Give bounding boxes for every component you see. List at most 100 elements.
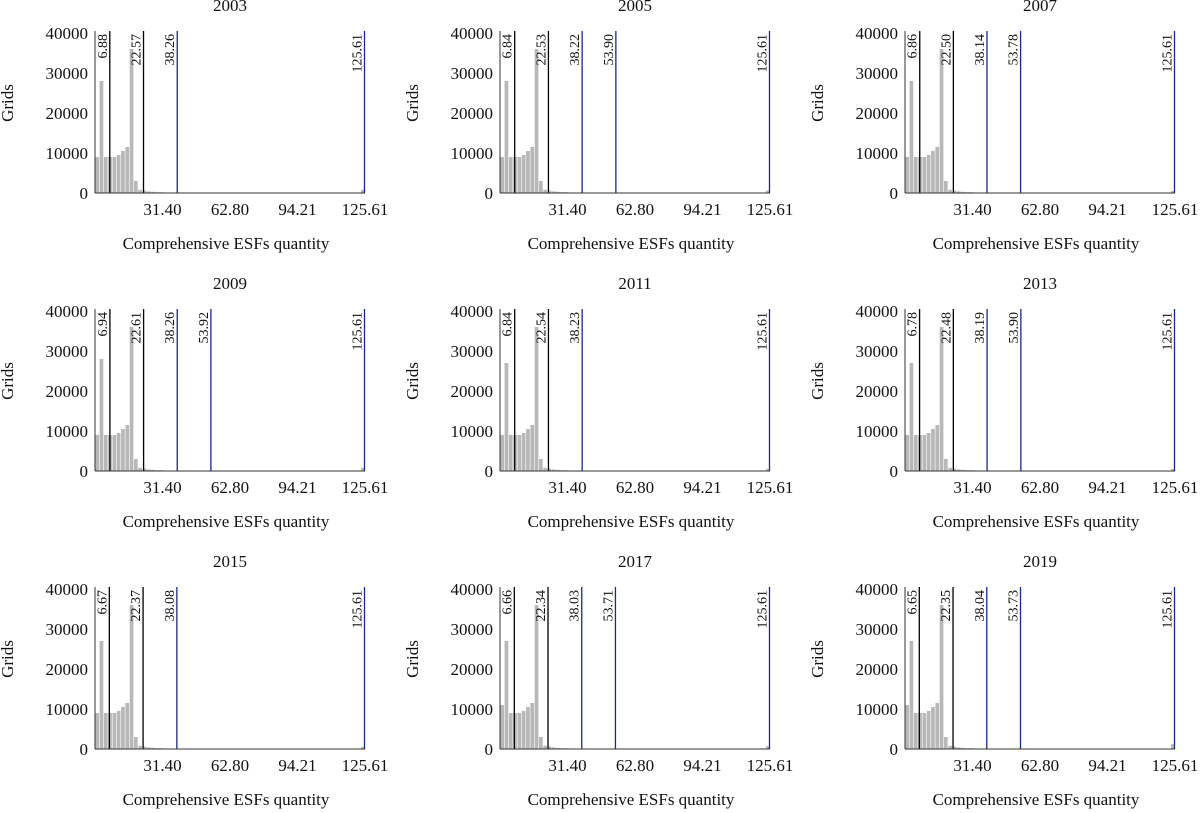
break-label: 38.22 (568, 34, 583, 66)
histogram-bar (146, 469, 151, 471)
histogram-bar (99, 359, 104, 471)
histogram-bar (361, 189, 365, 193)
histogram-bar (526, 151, 530, 193)
y-tick-label: 10000 (856, 422, 899, 441)
x-tick-label: 62.80 (211, 478, 249, 497)
x-tick-label: 31.40 (953, 200, 991, 219)
break-label: 38.08 (163, 590, 178, 622)
break-label: 53.78 (1007, 34, 1022, 66)
break-label: 22.57 (130, 34, 145, 66)
histogram-bar (112, 157, 117, 193)
x-axis-label: Comprehensive ESFs quantity (528, 234, 735, 253)
x-tick-label: 31.40 (953, 478, 991, 497)
histogram-bar (943, 459, 948, 471)
histogram-bar (943, 181, 948, 193)
histogram-bar (913, 713, 918, 749)
histogram-bar (142, 746, 147, 749)
histogram-bar (952, 468, 957, 471)
y-tick-label: 20000 (856, 104, 899, 123)
histogram-bar (547, 746, 552, 749)
histogram-bar (939, 605, 944, 749)
histogram-bar (543, 189, 547, 193)
break-label: 6.88 (96, 34, 111, 59)
y-tick-label: 20000 (46, 382, 89, 401)
y-tick-label: 10000 (46, 422, 89, 441)
histogram-bar (504, 641, 509, 749)
histogram-bar (108, 713, 112, 749)
histogram-bar (766, 746, 770, 749)
y-axis-label: Grids (0, 640, 17, 678)
histogram-bar (99, 641, 104, 749)
x-axis-label: Comprehensive ESFs quantity (528, 790, 735, 809)
histogram-bar (504, 81, 509, 193)
x-axis-label: Comprehensive ESFs quantity (123, 234, 330, 253)
x-tick-label: 94.21 (1088, 756, 1126, 775)
histogram-bar (95, 157, 99, 193)
break-label: 6.94 (96, 312, 111, 337)
panel-title: 2003 (213, 0, 247, 15)
y-tick-label: 40000 (451, 580, 494, 599)
x-tick-label: 31.40 (548, 200, 586, 219)
histogram-bar (926, 711, 931, 749)
break-label: 53.73 (1006, 590, 1021, 622)
histogram-bar (129, 49, 134, 193)
histogram-bar (513, 713, 517, 749)
panel-2017: 2017 Grids Comprehensive ESFs quantity 6.66… (403, 552, 793, 809)
break-label: 38.03 (568, 590, 583, 622)
histogram-bar (526, 707, 530, 749)
histogram-bar (521, 433, 526, 471)
histogram-bar (133, 459, 138, 471)
break-label: 125.61 (351, 312, 366, 351)
histogram-bar (500, 157, 504, 193)
histogram-bar (543, 467, 547, 471)
break-label: 22.37 (129, 590, 144, 622)
panel-title: 2009 (213, 274, 247, 293)
y-tick-label: 10000 (451, 422, 494, 441)
histogram-bar (538, 181, 543, 193)
y-tick-label: 20000 (46, 660, 89, 679)
histogram-bar (112, 713, 117, 749)
break-label: 125.61 (756, 590, 771, 629)
histogram-bar (939, 49, 944, 193)
histogram-bar (361, 747, 365, 749)
panel-title: 2005 (618, 0, 652, 15)
break-label: 38.23 (568, 312, 583, 344)
histogram-bar (952, 746, 957, 749)
x-tick-label: 31.40 (548, 478, 586, 497)
break-label: 38.04 (973, 590, 988, 622)
y-tick-label: 0 (485, 740, 494, 759)
histogram-bar (121, 151, 125, 193)
break-label: 22.48 (939, 312, 954, 344)
histogram-bar (948, 189, 952, 193)
panel-title: 2011 (618, 274, 651, 293)
y-tick-label: 0 (485, 462, 494, 481)
x-tick-label: 62.80 (1021, 756, 1059, 775)
x-tick-label: 31.40 (143, 478, 181, 497)
x-tick-label: 125.61 (342, 200, 389, 219)
histogram-bar (922, 435, 927, 471)
histogram-bar (103, 713, 108, 749)
histogram-bar (1171, 191, 1175, 193)
x-tick-label: 62.80 (1021, 478, 1059, 497)
histogram-bar (500, 705, 504, 749)
histogram-bar (125, 703, 130, 749)
y-axis-label: Grids (808, 362, 827, 400)
histogram-bar (121, 429, 125, 471)
y-axis-label: Grids (808, 640, 827, 678)
x-tick-label: 62.80 (616, 200, 654, 219)
y-tick-label: 20000 (451, 104, 494, 123)
panel-2011: 2011 Grids Comprehensive ESFs quantity 6.84… (403, 274, 793, 531)
y-tick-label: 0 (80, 184, 89, 203)
y-tick-label: 10000 (451, 700, 494, 719)
histogram-bar (961, 469, 965, 471)
x-tick-label: 125.61 (747, 756, 794, 775)
x-axis-label: Comprehensive ESFs quantity (933, 234, 1140, 253)
histogram-bar (913, 157, 918, 193)
histogram-bar (138, 189, 142, 193)
histogram-bar (935, 147, 940, 193)
break-label: 6.84 (501, 312, 516, 337)
y-axis-label: Grids (403, 362, 422, 400)
histogram-bar (95, 713, 99, 749)
x-axis-label: Comprehensive ESFs quantity (123, 790, 330, 809)
